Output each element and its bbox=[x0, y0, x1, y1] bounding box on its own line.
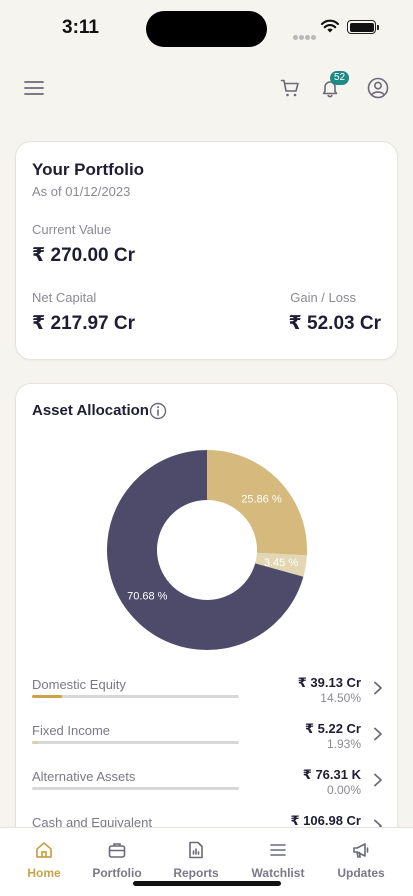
chevron-right-icon[interactable] bbox=[373, 681, 383, 695]
megaphone-icon bbox=[353, 843, 369, 858]
asset-amount: ₹ 39.13 Cr bbox=[297, 675, 361, 690]
current-value-label: Current Value bbox=[32, 222, 112, 237]
tab-updates[interactable]: Updates bbox=[321, 840, 401, 880]
tab-updates-label: Updates bbox=[337, 866, 385, 880]
asset-percent: 14.50% bbox=[320, 691, 361, 705]
gain-loss-value: ₹ 52.03 Cr bbox=[288, 313, 381, 334]
tab-home[interactable]: Home bbox=[4, 840, 84, 880]
notification-badge: 52 bbox=[330, 71, 350, 85]
dynamic-island bbox=[146, 11, 267, 47]
cart-icon bbox=[280, 79, 299, 97]
as-of-date: As of 01/12/2023 bbox=[32, 184, 131, 199]
user-circle-icon bbox=[367, 77, 389, 99]
asset-name: Cash and Equivalent bbox=[32, 815, 152, 830]
asset-row[interactable]: Fixed Income ₹ 5.22 Cr 1.93% bbox=[32, 721, 383, 767]
donut-slice bbox=[107, 450, 304, 650]
donut-slice-label: 70.68 % bbox=[127, 590, 168, 602]
list-icon bbox=[270, 844, 286, 856]
chevron-right-icon[interactable] bbox=[373, 773, 383, 787]
asset-amount: ₹ 5.22 Cr bbox=[304, 721, 361, 736]
net-capital-value: ₹ 217.97 Cr bbox=[32, 313, 136, 334]
asset-progress-fill bbox=[32, 695, 62, 698]
asset-amount: ₹ 76.31 K bbox=[302, 767, 361, 782]
cart-button[interactable] bbox=[276, 74, 304, 102]
tab-watchlist-label: Watchlist bbox=[251, 866, 305, 880]
chevron-right-icon[interactable] bbox=[373, 727, 383, 741]
menu-button[interactable] bbox=[20, 74, 48, 102]
asset-progress-track bbox=[32, 787, 239, 790]
status-bar: 3:11 bbox=[0, 0, 413, 56]
top-bar: 52 bbox=[0, 64, 413, 112]
donut-slice-label: 25.86 % bbox=[241, 493, 282, 505]
tab-portfolio[interactable]: Portfolio bbox=[77, 840, 157, 880]
asset-row[interactable]: Alternative Assets ₹ 76.31 K 0.00% bbox=[32, 767, 383, 813]
allocation-donut-chart: 25.86 % 3.45 % 70.68 % bbox=[107, 450, 307, 650]
asset-amount: ₹ 106.98 Cr bbox=[290, 813, 361, 828]
wifi-icon bbox=[320, 19, 340, 33]
asset-progress-fill bbox=[32, 741, 39, 744]
asset-allocation-title: Asset Allocation bbox=[32, 402, 149, 419]
tab-portfolio-label: Portfolio bbox=[92, 866, 142, 880]
home-icon bbox=[36, 842, 52, 858]
asset-name: Fixed Income bbox=[32, 723, 111, 738]
asset-row[interactable]: Domestic Equity ₹ 39.13 Cr 14.50% bbox=[32, 675, 383, 721]
asset-progress-track bbox=[32, 695, 239, 698]
asset-name: Domestic Equity bbox=[32, 677, 126, 692]
current-value: ₹ 270.00 Cr bbox=[32, 245, 136, 266]
tab-reports-label: Reports bbox=[173, 866, 219, 880]
net-capital-label: Net Capital bbox=[32, 290, 97, 305]
donut-slice bbox=[255, 552, 307, 577]
asset-percent: 1.93% bbox=[326, 737, 361, 751]
asset-progress-track bbox=[32, 741, 239, 744]
status-time: 3:11 bbox=[62, 17, 99, 38]
battery-icon bbox=[347, 20, 379, 34]
tab-home-label: Home bbox=[27, 866, 61, 880]
asset-name: Alternative Assets bbox=[32, 769, 136, 784]
tab-watchlist[interactable]: Watchlist bbox=[238, 840, 318, 880]
portfolio-title: Your Portfolio bbox=[32, 160, 145, 179]
signal-icon bbox=[293, 27, 317, 45]
asset-percent: 0.00% bbox=[326, 783, 361, 797]
hamburger-icon bbox=[24, 81, 44, 95]
donut-slice bbox=[207, 450, 307, 556]
report-icon bbox=[189, 841, 203, 859]
donut-slice-label: 3.45 % bbox=[264, 557, 298, 569]
tab-reports[interactable]: Reports bbox=[156, 840, 236, 880]
portfolio-card: Your Portfolio As of 01/12/2023 Current … bbox=[15, 141, 398, 360]
asset-allocation-card: Asset Allocation 25.86 % 3.45 % 70.68 % Do… bbox=[15, 383, 398, 853]
profile-button[interactable] bbox=[364, 74, 392, 102]
home-indicator bbox=[133, 881, 281, 886]
briefcase-icon bbox=[108, 843, 126, 858]
info-icon[interactable] bbox=[149, 402, 167, 420]
gain-loss-label: Gain / Loss bbox=[290, 290, 356, 305]
